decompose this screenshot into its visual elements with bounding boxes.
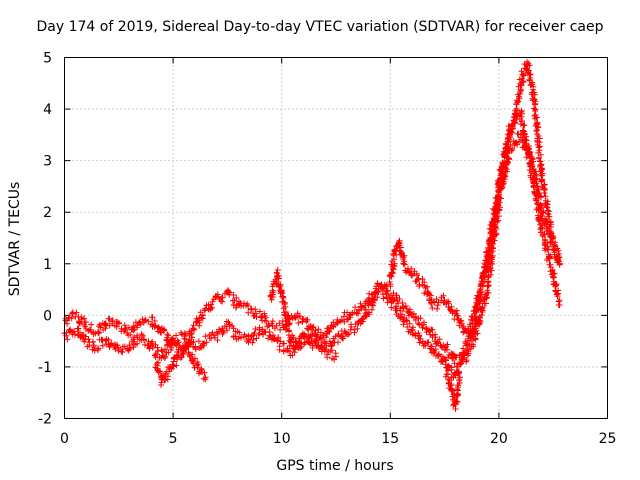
x-tick-label: 10 xyxy=(273,431,291,447)
series-track-f xyxy=(442,371,463,412)
y-tick-label: 4 xyxy=(43,102,52,118)
x-tick-label: 0 xyxy=(60,431,69,447)
axis-ticks xyxy=(64,57,608,419)
grid-lines xyxy=(64,57,608,419)
series-track-b xyxy=(61,107,563,381)
data-point-markers xyxy=(386,58,563,342)
y-tick-label: 2 xyxy=(43,205,52,221)
data-series xyxy=(61,58,563,412)
y-axis-label: SDTVAR / TECUs xyxy=(7,182,23,297)
y-tick-label: 3 xyxy=(43,154,52,170)
series-track-e xyxy=(152,342,209,388)
chart-title: Day 174 of 2019, Sidereal Day-to-day VTE… xyxy=(37,19,604,35)
y-tick-labels: -2 -1 0 1 2 3 4 5 xyxy=(38,51,52,428)
data-point-markers xyxy=(152,342,209,388)
y-tick-label: -2 xyxy=(38,412,52,428)
x-axis-label: GPS time / hours xyxy=(276,458,393,474)
y-tick-label: 5 xyxy=(43,51,52,67)
x-tick-label: 15 xyxy=(381,431,399,447)
data-point-markers xyxy=(442,371,463,412)
x-tick-labels: 0 5 10 15 20 25 xyxy=(60,431,616,447)
plot-frame xyxy=(64,57,608,419)
y-tick-label: 0 xyxy=(43,308,52,324)
data-point-markers xyxy=(267,267,339,363)
y-tick-label: -1 xyxy=(38,360,52,376)
series-track-d xyxy=(386,58,563,342)
x-tick-label: 25 xyxy=(599,431,617,447)
x-tick-label: 20 xyxy=(490,431,508,447)
y-tick-label: 1 xyxy=(43,257,52,273)
series-track-c xyxy=(267,267,339,363)
data-point-markers xyxy=(61,107,563,381)
x-tick-label: 5 xyxy=(169,431,178,447)
